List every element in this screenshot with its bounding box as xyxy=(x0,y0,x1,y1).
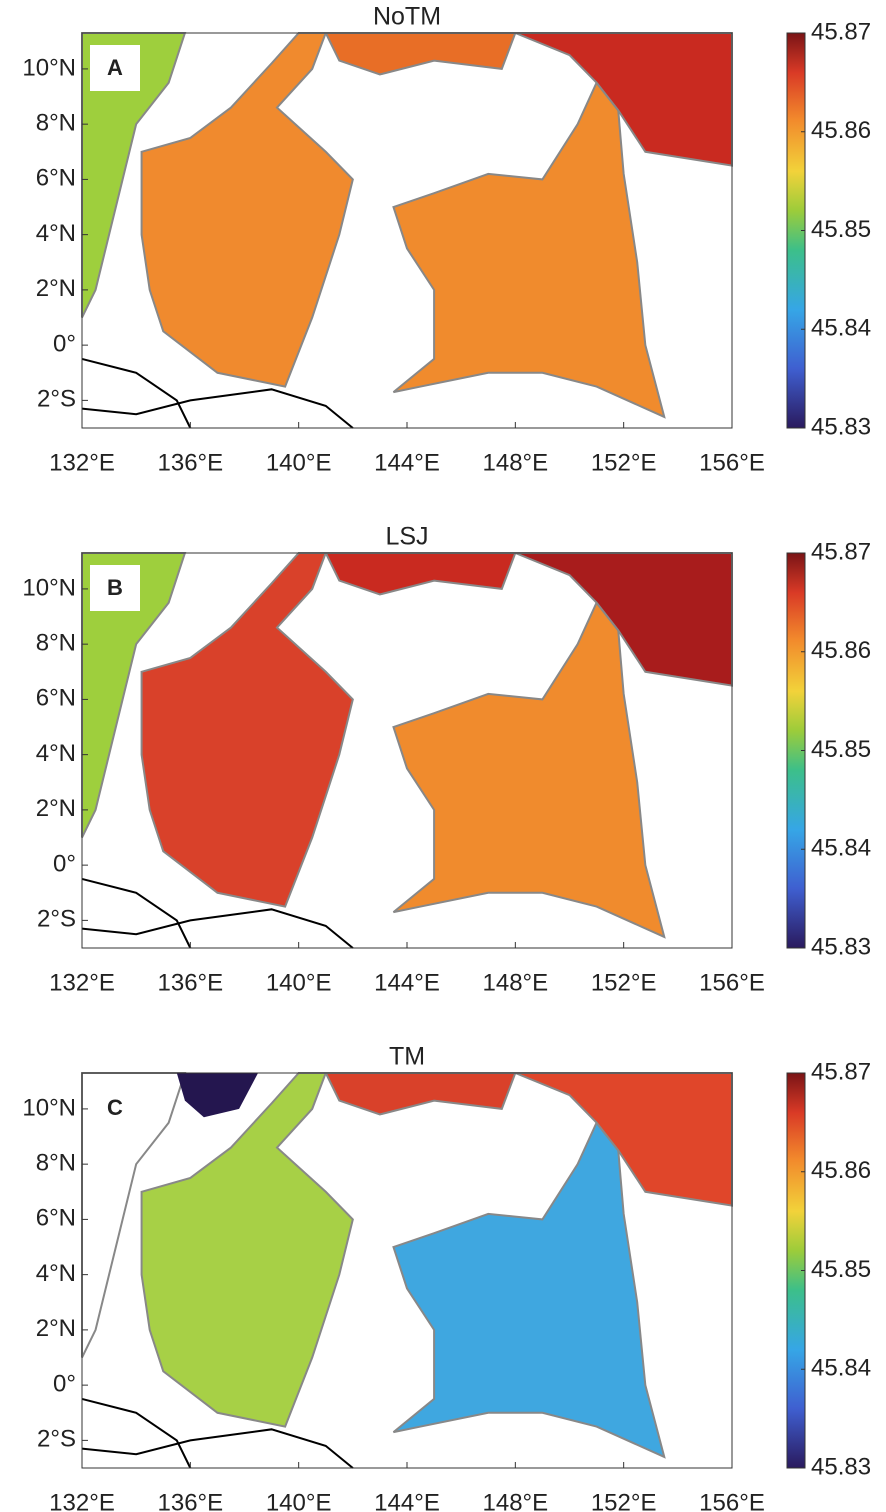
coastline xyxy=(81,357,192,429)
lon-tick-label: 156°E xyxy=(699,969,765,996)
coastline xyxy=(81,1397,192,1469)
colorbar-tick-label: 45.87 xyxy=(811,1058,871,1085)
colorbar-tick-label: 45.83 xyxy=(811,413,871,440)
panel-label: A xyxy=(107,55,123,80)
lat-tick-label: 2°N xyxy=(36,275,76,302)
ocean-region xyxy=(140,552,354,908)
lat-tick-label: 0° xyxy=(53,330,76,357)
panel-label: C xyxy=(107,1095,123,1120)
lon-tick-label: 156°E xyxy=(699,1489,765,1512)
colorbar-tick-label: 45.84 xyxy=(811,1355,871,1382)
panel-title: NoTM xyxy=(373,3,441,31)
lat-tick-label: 2°S xyxy=(37,1426,76,1453)
lat-tick-label: 10°N xyxy=(22,1094,76,1121)
panel-label: B xyxy=(107,575,123,600)
ocean-region xyxy=(81,1072,187,1358)
lon-tick-label: 136°E xyxy=(158,969,224,996)
coastline xyxy=(81,388,354,429)
lon-tick-label: 132°E xyxy=(49,969,115,996)
lon-tick-label: 152°E xyxy=(591,969,657,996)
lat-tick-label: 6°N xyxy=(36,165,76,192)
colorbar-tick-label: 45.87 xyxy=(811,538,871,565)
colorbar-tick-label: 45.85 xyxy=(811,736,871,763)
lon-tick-label: 144°E xyxy=(374,449,440,476)
lat-tick-label: 4°N xyxy=(36,1260,76,1287)
colorbar-tick-label: 45.87 xyxy=(811,18,871,45)
lon-tick-label: 152°E xyxy=(591,449,657,476)
panel-title: TM xyxy=(389,1043,425,1071)
lon-tick-label: 140°E xyxy=(266,1489,332,1512)
coastline xyxy=(81,1428,354,1469)
ocean-region xyxy=(140,1072,354,1428)
colorbar-tick-label: 45.85 xyxy=(811,1256,871,1283)
lat-tick-label: 2°S xyxy=(37,906,76,933)
lon-tick-label: 140°E xyxy=(266,449,332,476)
lon-tick-label: 148°E xyxy=(483,969,549,996)
lat-tick-label: 4°N xyxy=(36,220,76,247)
lon-tick-label: 132°E xyxy=(49,1489,115,1512)
lat-tick-label: 8°N xyxy=(36,1149,76,1176)
panel-label-box xyxy=(90,565,140,611)
low-patch xyxy=(176,1073,259,1118)
colorbar-tick-label: 45.84 xyxy=(811,835,871,862)
coastline xyxy=(81,908,354,949)
panel-title: LSJ xyxy=(385,523,428,551)
lat-tick-label: 6°N xyxy=(36,1205,76,1232)
lon-tick-label: 132°E xyxy=(49,449,115,476)
lat-tick-label: 2°N xyxy=(36,795,76,822)
lon-tick-label: 136°E xyxy=(158,1489,224,1512)
ocean-region xyxy=(140,32,354,388)
lon-tick-label: 144°E xyxy=(374,969,440,996)
panel-label-box xyxy=(90,1085,140,1131)
lat-tick-label: 2°N xyxy=(36,1315,76,1342)
colorbar-tick-label: 45.84 xyxy=(811,315,871,342)
lat-tick-label: 10°N xyxy=(22,54,76,81)
colorbar-tick-label: 45.83 xyxy=(811,1453,871,1480)
colorbar-tick-label: 45.85 xyxy=(811,216,871,243)
lon-tick-label: 140°E xyxy=(266,969,332,996)
lat-tick-label: 10°N xyxy=(22,574,76,601)
ocean-region xyxy=(392,80,666,419)
lon-tick-label: 148°E xyxy=(483,1489,549,1512)
lon-tick-label: 156°E xyxy=(699,449,765,476)
colorbar-tick-label: 45.83 xyxy=(811,933,871,960)
ocean-region xyxy=(81,552,187,838)
colorbar-tick-label: 45.86 xyxy=(811,117,871,144)
lat-tick-label: 4°N xyxy=(36,740,76,767)
coastline xyxy=(81,877,192,949)
colorbar-tick-label: 45.86 xyxy=(811,1157,871,1184)
lat-tick-label: 2°S xyxy=(37,386,76,413)
lon-tick-label: 148°E xyxy=(483,449,549,476)
lat-tick-label: 0° xyxy=(53,850,76,877)
lon-tick-label: 144°E xyxy=(374,1489,440,1512)
ocean-region xyxy=(392,600,666,939)
ocean-region xyxy=(392,1120,666,1459)
lat-tick-label: 0° xyxy=(53,1370,76,1397)
ocean-region xyxy=(81,32,187,318)
lat-tick-label: 8°N xyxy=(36,109,76,136)
panel-label-box xyxy=(90,45,140,91)
lat-tick-label: 8°N xyxy=(36,629,76,656)
colorbar-tick-label: 45.86 xyxy=(811,637,871,664)
lon-tick-label: 136°E xyxy=(158,449,224,476)
lat-tick-label: 6°N xyxy=(36,685,76,712)
lon-tick-label: 152°E xyxy=(591,1489,657,1512)
